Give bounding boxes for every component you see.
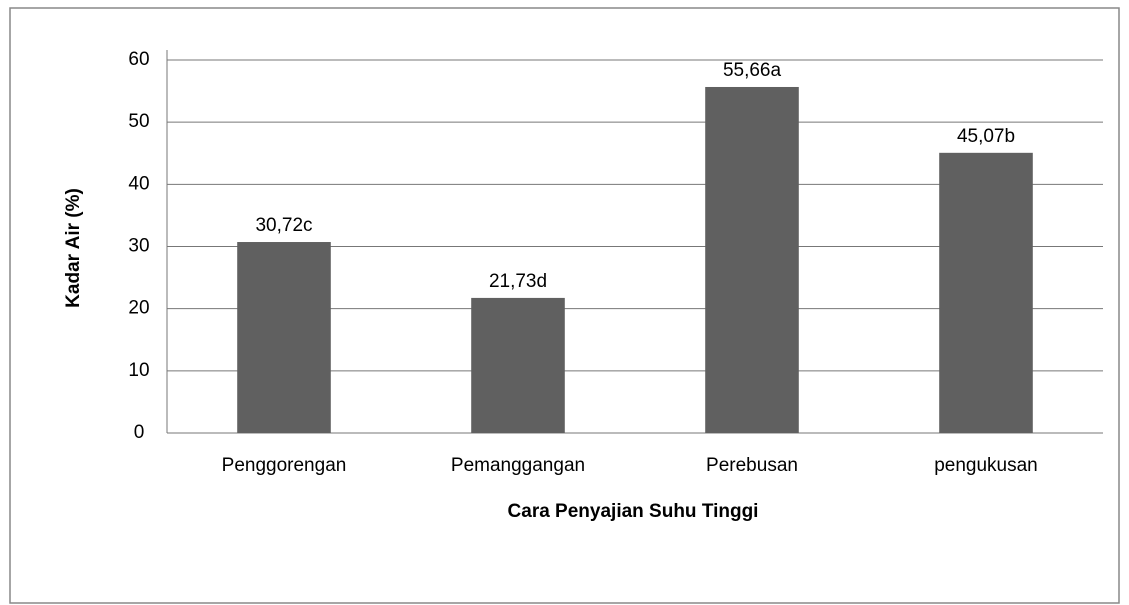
y-tick-label: 40 (128, 173, 149, 194)
y-tick-label: 20 (128, 298, 149, 319)
bar (705, 86, 799, 433)
data-label: 45,07b (957, 126, 1015, 147)
x-tick-label: pengukusan (934, 455, 1038, 476)
y-tick-label: 60 (128, 49, 149, 70)
x-axis-title: Cara Penyajian Suhu Tinggi (508, 501, 759, 522)
x-tick-label: Pemanggangan (451, 455, 585, 476)
y-axis-title: Kadar Air (%) (63, 188, 84, 308)
y-tick-label: 30 (128, 236, 149, 257)
bar (237, 242, 331, 433)
x-tick-label: Penggorengan (222, 455, 347, 476)
y-tick-label: 50 (128, 111, 149, 132)
data-label: 21,73d (489, 271, 547, 292)
x-tick-label: Perebusan (706, 455, 798, 476)
bar (939, 152, 1033, 434)
y-tick-label: 10 (128, 360, 149, 381)
data-label: 55,66a (723, 60, 782, 81)
bar (471, 297, 565, 433)
data-label: 30,72c (255, 215, 312, 236)
y-tick-label: 0 (134, 422, 145, 443)
